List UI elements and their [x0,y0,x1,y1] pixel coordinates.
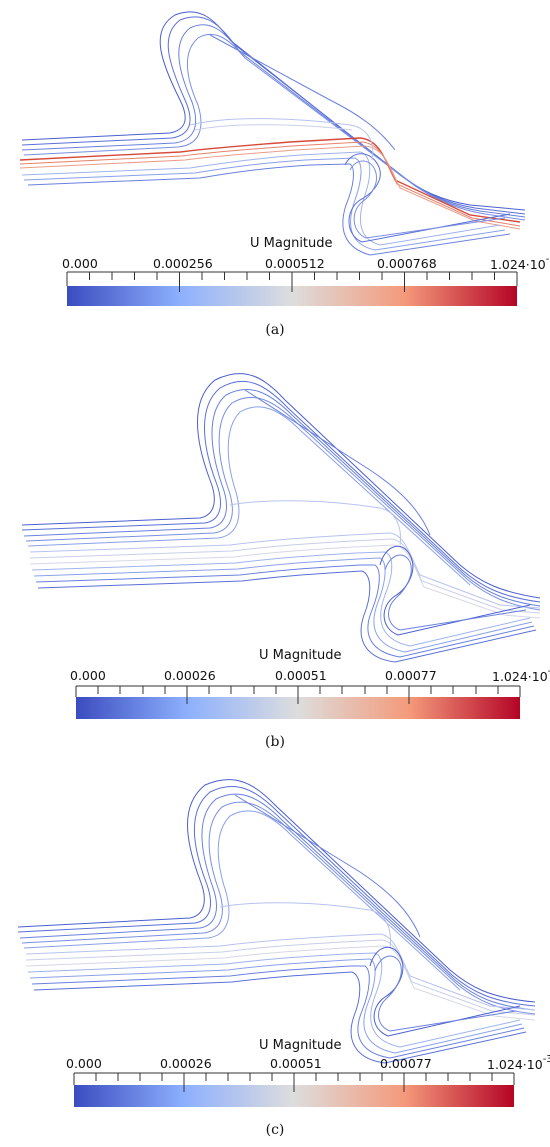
tick-label-b-max: 1.024·10-3 [492,666,550,685]
tick-label-a-1: 0.000256 [153,256,213,271]
colorbar-title-a: U Magnitude [250,236,333,251]
streamline-plot-b [21,373,541,719]
tick-label-b-1: 0.00026 [164,668,216,683]
tick-label-a-2: 0.000512 [265,256,325,271]
streamlines-b [21,373,541,663]
colorbar-title-b: U Magnitude [259,648,342,663]
caption-c: (c) [265,1122,285,1138]
caption-b: (b) [265,734,285,750]
streamline-plot-a [19,11,526,306]
panel-b: U Magnitude 0.000 0.00026 0.00051 0.0007… [0,360,550,760]
tick-label-c-2: 0.00051 [270,1056,322,1071]
caption-a: (a) [265,322,285,338]
panel-a: U Magnitude 0.000 0.000256 0.000512 0.00… [0,0,550,345]
streamlines-c [17,779,536,1064]
tick-label-a-3: 0.000768 [377,256,437,271]
tick-label-b-0: 0.000 [70,668,106,683]
colorbar-ticks-b [75,685,521,704]
colorbar-ticks-c [73,1072,515,1092]
tick-label-a-0: 0.000 [62,256,98,271]
streamlines-a [19,11,526,256]
tick-label-b-3: 0.00077 [385,668,437,683]
tick-label-b-2: 0.00051 [275,668,327,683]
colorbar-ticks-a [66,271,518,292]
tick-label-c-0: 0.000 [66,1056,102,1071]
colorbar-title-c: U Magnitude [259,1038,342,1053]
tick-label-c-1: 0.00026 [160,1056,212,1071]
tick-label-a-max: 1.024·10-3 [490,254,550,273]
streamline-plot-c [17,779,536,1107]
tick-label-c-3: 0.00077 [380,1056,432,1071]
tick-label-c-max: 1.024·10-3 [487,1054,550,1073]
panel-c: U Magnitude 0.000 0.00026 0.00051 0.0007… [0,770,550,1147]
